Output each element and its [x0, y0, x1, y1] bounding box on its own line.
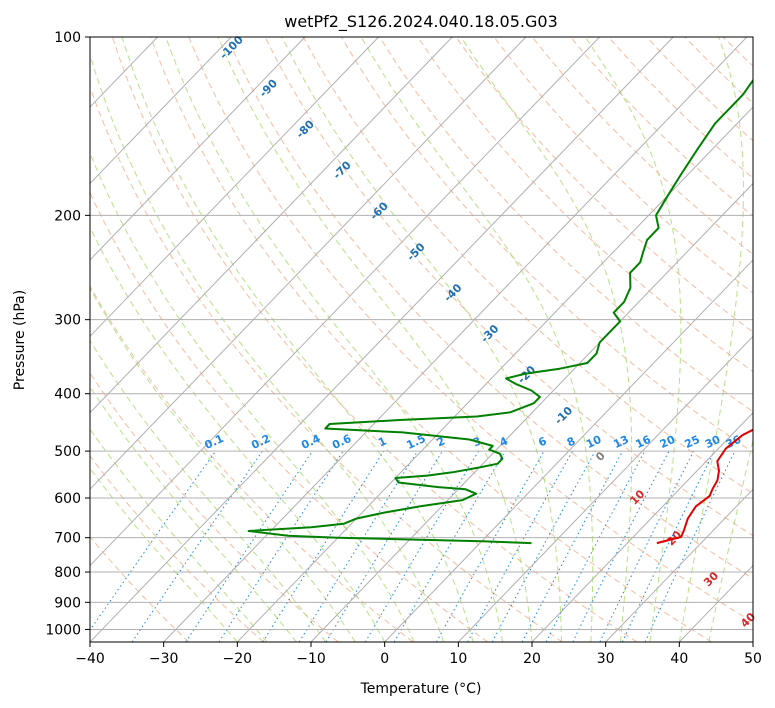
x-tick-label: 30: [597, 651, 615, 667]
moist-adiabat-line: [165, 37, 503, 642]
isotherm-line: [90, 37, 527, 490]
chart-title: wetPf2_S126.2024.040.18.05.G03: [284, 12, 558, 32]
dry-adiabat-line: [90, 85, 563, 642]
moist-adiabat-line: [90, 428, 268, 642]
mixing-ratio-line: [131, 450, 263, 642]
y-tick-label: 1000: [45, 622, 81, 638]
isotherm-line: [236, 106, 753, 642]
x-tick-label: 40: [670, 651, 688, 667]
moist-adiabat-line: [584, 37, 682, 642]
moist-adiabat-line: [678, 37, 744, 642]
dewpoint-profile-line: [247, 78, 753, 545]
x-axis: −40 −30 −20 −10 0 10 20 30 40 50: [75, 642, 762, 667]
dry-adiabat-line: [761, 37, 775, 642]
mixing-ratio-label: 30: [703, 433, 723, 451]
mixing-ratio-line: [364, 450, 480, 642]
moist-adiabat-line: [360, 37, 594, 642]
moist-adiabat-line: [90, 287, 356, 642]
y-tick-label: 600: [54, 491, 81, 507]
isotherm-line: [90, 37, 306, 261]
isotherm-line: [90, 37, 232, 185]
mixing-ratio-label: 13: [611, 433, 630, 451]
isotherm-grid: [0, 37, 753, 642]
x-tick-label: −10: [296, 651, 326, 667]
y-tick-label: 700: [54, 531, 81, 547]
isotherm-line: [90, 37, 379, 338]
x-tick-label: −20: [223, 651, 253, 667]
isotherm-line: [0, 37, 10, 642]
mixing-ratio-line: [90, 450, 217, 632]
y-tick-label: 400: [54, 387, 81, 403]
x-tick-label: 20: [523, 651, 541, 667]
mixing-ratio-line: [325, 450, 443, 642]
y-tick-label: 300: [54, 313, 81, 329]
moist-adiabat-line: [90, 52, 445, 642]
mixing-ratio-label: 10: [584, 433, 604, 451]
x-axis-title: Temperature (°C): [360, 681, 482, 697]
mixing-ratio-label: 16: [634, 433, 654, 451]
moist-adiabat-line: [90, 339, 327, 642]
y-axis: 100 200 300 400 500 600 700 800 900 1000: [45, 30, 90, 638]
y-axis-title: Pressure (hPa): [12, 290, 28, 390]
mixing-ratio-line: [262, 450, 385, 642]
dry-adiabat-line: [455, 37, 753, 333]
isotherm-line: [752, 641, 753, 642]
isotherm-line: [163, 37, 748, 642]
moist-adiabat-line: [90, 226, 386, 642]
y-tick-label: 200: [54, 208, 81, 224]
x-tick-label: 0: [380, 651, 389, 667]
x-tick-label: 10: [449, 651, 467, 667]
moist-adiabat-line: [281, 37, 562, 642]
isotherm-line: [457, 335, 753, 642]
mixing-ratio-line: [599, 450, 695, 642]
dry-adiabat-line: [150, 37, 712, 642]
isotherm-line: [90, 37, 674, 642]
y-tick-label: 800: [54, 565, 81, 581]
x-tick-label: 50: [744, 651, 762, 667]
y-tick-label: 100: [54, 30, 81, 46]
moist-adiabat-lines: [90, 37, 753, 642]
mixing-ratio-line: [491, 450, 596, 642]
dry-adiabat-line: [493, 37, 753, 294]
x-tick-label: −40: [75, 651, 105, 667]
dry-adiabat-line: [188, 37, 753, 623]
y-tick-label: 500: [54, 444, 81, 460]
dry-adiabat-line: [111, 37, 638, 642]
sounding-profiles: [247, 78, 753, 545]
temperature-profile-line: [656, 428, 753, 545]
plot-frame: [89, 36, 754, 643]
mixing-ratio-label: 25: [683, 433, 702, 451]
isotherm-line: [605, 488, 753, 642]
moist-adiabat-line: [90, 467, 238, 642]
isotherm-line: [90, 37, 600, 567]
mixing-ratio-line: [185, 450, 313, 642]
dry-adiabat-line: [90, 455, 264, 642]
mixing-ratio-line: [621, 450, 715, 642]
mixing-ratio-line: [521, 450, 624, 642]
x-tick-label: −30: [149, 651, 179, 667]
dry-adiabat-line: [90, 191, 488, 642]
moist-adiabat-line: [460, 37, 633, 642]
moist-adiabat-line: [121, 37, 474, 642]
isotherm-line: [531, 412, 753, 642]
mixing-ratio-label: 20: [658, 433, 678, 451]
mixing-ratio-line: [298, 450, 419, 642]
moist-adiabat-line: [708, 437, 753, 642]
moist-adiabat-line: [90, 386, 297, 642]
moist-adiabat-line: [217, 37, 533, 642]
y-tick-label: 900: [54, 595, 81, 611]
isotherm-line: [90, 37, 453, 414]
mixing-ratio-line: [218, 450, 344, 642]
